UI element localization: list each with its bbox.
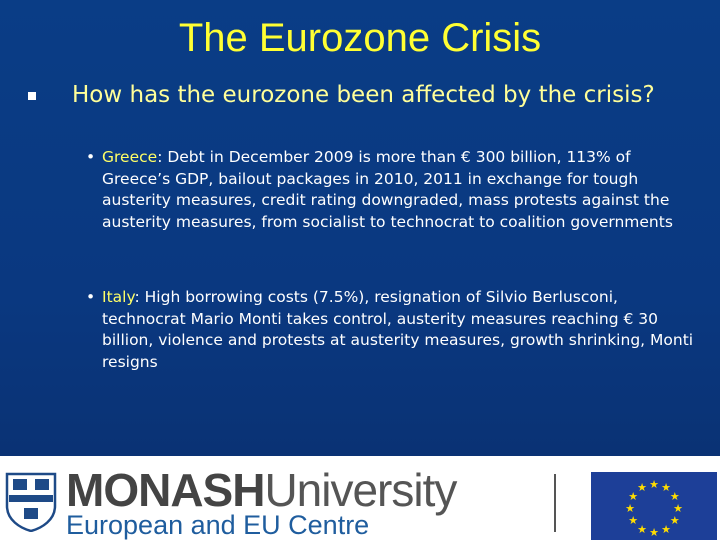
sub-bullet-italy: • Italy: High borrowing costs (7.5%), re… bbox=[86, 287, 696, 373]
round-bullet-icon: • bbox=[86, 148, 96, 166]
eu-star-icon: ★ bbox=[670, 514, 680, 527]
main-bullet-text: How has the eurozone been affected by th… bbox=[72, 82, 655, 108]
eu-star-icon: ★ bbox=[661, 481, 671, 494]
country-name: Italy bbox=[102, 288, 135, 306]
square-bullet-icon bbox=[28, 92, 36, 100]
eu-flag-icon: ★ ★★★★★★★★★★★ bbox=[591, 472, 717, 540]
eu-star-icon: ★ bbox=[649, 526, 659, 539]
eu-star-icon: ★ bbox=[637, 481, 647, 494]
eu-star-icon: ★ bbox=[649, 478, 659, 491]
footer-divider bbox=[554, 474, 556, 532]
country-name: Greece bbox=[102, 148, 158, 166]
round-bullet-icon: • bbox=[86, 288, 96, 306]
eu-star-icon: ★ bbox=[628, 514, 638, 527]
monash-crest-icon bbox=[5, 472, 57, 532]
sub-bullet-body: Greece: Debt in December 2009 is more th… bbox=[102, 147, 696, 233]
slide-title: The Eurozone Crisis bbox=[178, 16, 542, 60]
main-bullet: How has the eurozone been affected by th… bbox=[28, 80, 708, 110]
wordmark-light: University bbox=[264, 464, 457, 516]
eu-star-icon: ★ bbox=[670, 490, 680, 503]
monash-wordmark: MONASHUniversity bbox=[66, 464, 457, 516]
sub-bullet-text: : High borrowing costs (7.5%), resignati… bbox=[102, 288, 694, 371]
sub-bullet-greece: • Greece: Debt in December 2009 is more … bbox=[86, 147, 696, 233]
wordmark-strong: MONASH bbox=[66, 464, 265, 516]
eu-star-icon: ★ bbox=[673, 502, 683, 515]
footer-banner: MONASHUniversity European and EU Centre … bbox=[0, 456, 720, 540]
eu-star-icon: ★ bbox=[637, 523, 647, 536]
eu-star-icon: ★ bbox=[625, 502, 635, 515]
eu-star-icon: ★ bbox=[628, 490, 638, 503]
eu-star-icon: ★ bbox=[661, 523, 671, 536]
sub-bullet-body: Italy: High borrowing costs (7.5%), resi… bbox=[102, 287, 696, 373]
sub-bullet-text: : Debt in December 2009 is more than € 3… bbox=[102, 148, 673, 231]
centre-name: European and EU Centre bbox=[66, 510, 370, 540]
